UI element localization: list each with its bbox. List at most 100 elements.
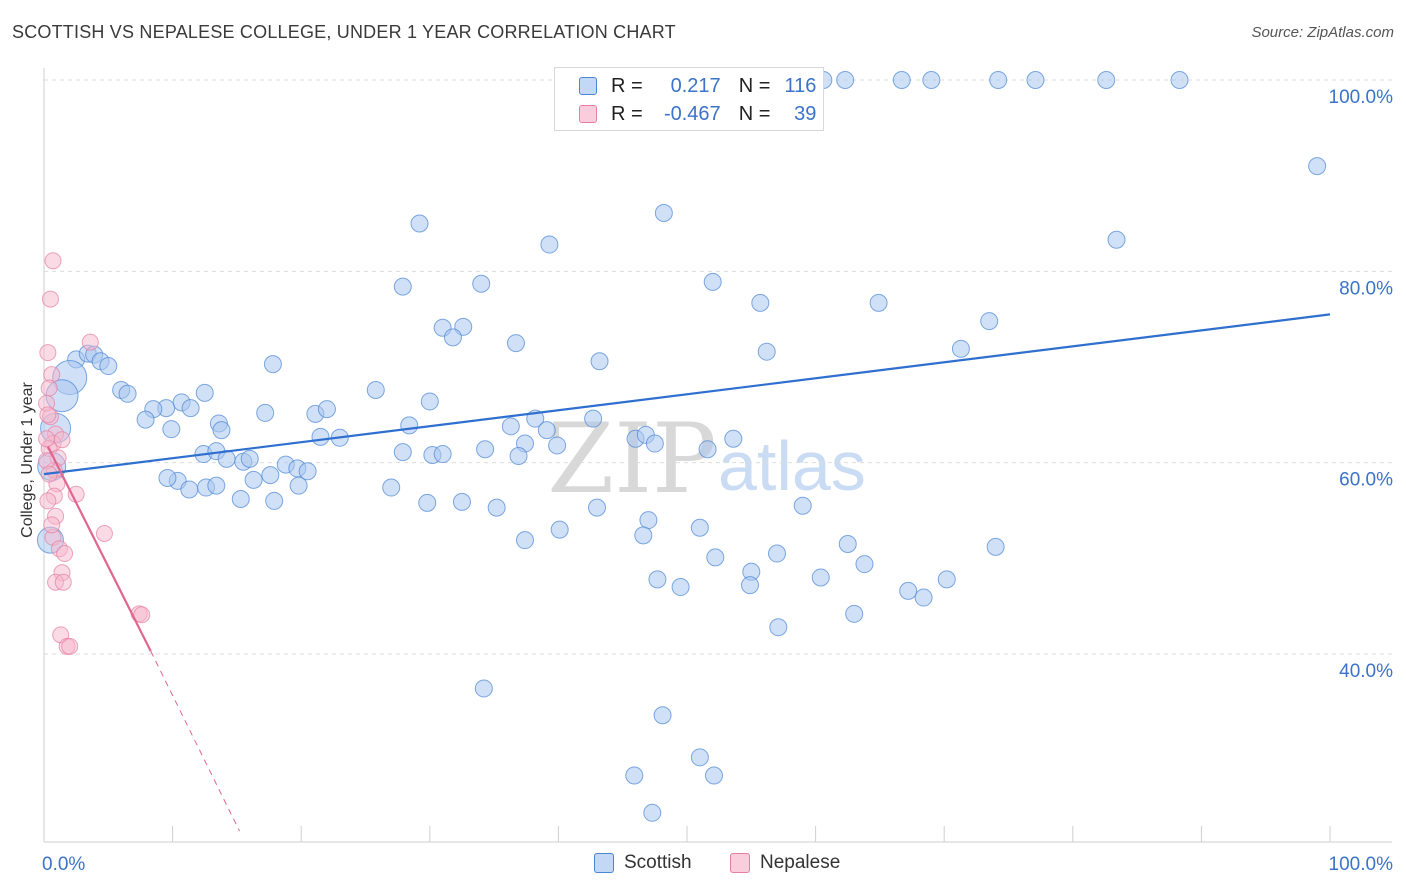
scottish-point <box>550 520 569 539</box>
nepalese-legend-label: Nepalese <box>760 852 841 873</box>
scottish-point <box>1308 157 1327 176</box>
scottish-point <box>643 803 662 822</box>
grid-lines <box>44 79 1392 655</box>
scottish-n-value: 116 <box>784 74 817 97</box>
scottish-point <box>181 399 200 418</box>
scottish-point <box>540 235 559 254</box>
scottish-point <box>515 531 534 550</box>
scottish-point <box>298 462 317 481</box>
scottish-swatch <box>579 77 597 95</box>
scottish-point <box>474 679 493 698</box>
y-tick-label: 40.0% <box>1339 661 1393 682</box>
scottish-point <box>690 748 709 767</box>
nepalese-point <box>38 430 56 448</box>
scottish-point <box>845 604 864 623</box>
scottish-point <box>400 416 419 435</box>
scottish-point <box>869 293 888 312</box>
scottish-point <box>757 342 776 361</box>
scottish-point <box>698 440 717 459</box>
scottish-point <box>986 537 1005 556</box>
scottish-point <box>382 478 401 497</box>
scottish-point <box>244 470 263 489</box>
scottish-point <box>838 534 857 553</box>
nepalese-points <box>38 252 151 655</box>
x-tick-label: 100.0% <box>1329 854 1394 875</box>
nepalese-legend-swatch <box>730 853 750 873</box>
legend-n-label: N = <box>738 74 771 97</box>
source-credit: Source: ZipAtlas.com <box>1251 24 1394 41</box>
scottish-point <box>590 352 609 371</box>
scottish-point <box>625 766 644 785</box>
scottish-point <box>951 339 970 358</box>
scottish-point <box>212 421 231 440</box>
scottish-point <box>989 71 1008 89</box>
legend-item-scottish[interactable]: Scottish <box>594 852 692 874</box>
scottish-point <box>263 355 282 374</box>
scottish-point <box>231 490 250 509</box>
nepalese-point <box>39 344 57 362</box>
scottish-point <box>158 468 177 487</box>
scottish-point <box>195 383 214 402</box>
scottish-point <box>811 568 830 587</box>
scottish-point <box>705 766 724 785</box>
nepalese-point <box>95 524 113 542</box>
nepalese-point <box>53 431 71 449</box>
scottish-point <box>654 203 673 222</box>
scottish-point <box>914 588 933 607</box>
legend-n-label: N = <box>738 102 771 125</box>
scottish-point <box>587 498 606 517</box>
nepalese-point <box>56 545 74 563</box>
scottish-point <box>1026 71 1045 89</box>
x-tick-label: 0.0% <box>42 854 85 875</box>
scottish-point <box>366 380 385 399</box>
nepalese-point <box>54 573 72 591</box>
nepalese-point <box>44 252 62 270</box>
nepalese-point <box>39 492 57 510</box>
scottish-point <box>980 312 999 331</box>
watermark: ZIP atlas <box>547 403 865 515</box>
scottish-point <box>311 427 330 446</box>
scottish-point <box>162 420 181 439</box>
scottish-point <box>671 578 690 597</box>
scottish-point <box>240 449 259 468</box>
scottish-point <box>690 518 709 537</box>
y-axis-label: College, Under 1 year <box>19 382 36 538</box>
legend-row-scottish: R = 0.217 N = 116 <box>579 72 816 100</box>
scottish-point <box>855 555 874 574</box>
scottish-point <box>836 71 855 89</box>
scottish-point <box>584 409 603 428</box>
chart-title: SCOTTISH VS NEPALESE COLLEGE, UNDER 1 YE… <box>12 22 676 42</box>
scottish-point <box>506 334 525 353</box>
scottish-point <box>452 492 471 511</box>
scottish-point <box>472 274 491 293</box>
scottish-point <box>1107 230 1126 249</box>
legend-item-nepalese[interactable]: Nepalese <box>730 852 840 874</box>
legend-r-label: R = <box>611 74 643 97</box>
scottish-point <box>317 400 336 419</box>
stats-legend: R = 0.217 N = 116 R = -0.467 N = 39 <box>554 67 824 131</box>
scottish-point <box>443 328 462 347</box>
scottish-point <box>509 446 528 465</box>
scottish-point <box>899 581 918 600</box>
scottish-point <box>487 498 506 517</box>
scottish-point <box>136 410 155 429</box>
nepalese-n-value: 39 <box>794 102 817 125</box>
scottish-point <box>393 443 412 462</box>
scottish-point <box>751 293 770 312</box>
scottish-points <box>36 71 1327 822</box>
scottish-point <box>724 429 743 448</box>
watermark-zip: ZIP <box>547 403 716 515</box>
scottish-point <box>768 544 787 563</box>
nepalese-swatch <box>579 105 597 123</box>
scottish-point <box>476 440 495 459</box>
tick-labels: 40.0% 60.0% 80.0% 100.0% 0.0% 100.0% <box>42 87 1393 875</box>
scottish-point <box>703 272 722 291</box>
scottish-point <box>410 214 429 233</box>
nepalese-point <box>43 516 61 534</box>
nepalese-r-value: -0.467 <box>663 102 721 125</box>
nepalese-point <box>67 485 85 503</box>
nepalese-point <box>61 637 79 655</box>
scottish-point <box>892 71 911 89</box>
scottish-point <box>265 491 284 510</box>
